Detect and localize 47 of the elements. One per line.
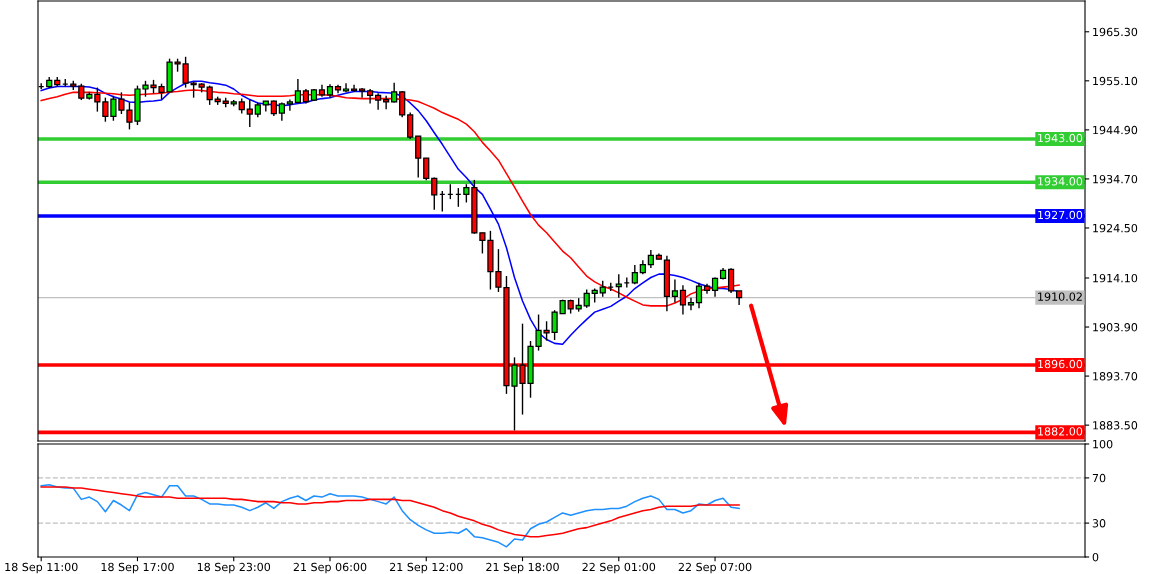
y-tick-label: 1914.10 [1093,273,1138,283]
line-series [40,483,740,548]
candlestick [423,157,430,182]
y-tick-label: 30 [1092,519,1106,528]
candlestick [383,95,390,110]
y-tick-label: 1934.70 [1093,174,1138,184]
x-tick-label: 21 Sep 12:00 [389,562,463,574]
ref-line-label: 1882.00 [1038,427,1083,436]
y-tick-label: 1924.50 [1093,223,1138,233]
candlestick [431,176,438,211]
y-tick-label: 1883.50 [1093,421,1138,430]
candlestick [695,282,703,309]
x-tick-label: 22 Sep 01:00 [582,562,656,574]
candlestick [631,264,638,285]
y-tick-label: 1955.10 [1093,76,1138,86]
x-tick-label: 18 Sep 23:00 [197,562,271,574]
ref-line-label: 1896.00 [1038,359,1083,369]
x-tick-label: 21 Sep 06:00 [293,562,367,574]
candlestick [375,92,382,111]
y-tick-label: 1944.90 [1093,125,1138,135]
x-tick-label: 18 Sep 17:00 [101,562,174,574]
candlestick [687,297,695,311]
y-tick-label: 70 [1092,473,1106,483]
y-tick-label: 100 [1093,439,1113,449]
candlestick [727,267,735,294]
candlestick [286,98,293,112]
candlestick [415,135,422,179]
candlestick [294,78,302,105]
candlestick [407,111,414,140]
y-tick-label: 1903.90 [1093,323,1138,332]
y-tick-label: 1893.70 [1093,372,1138,381]
candlestick [246,98,253,128]
x-tick-label: 22 Sep 07:00 [678,562,752,574]
y-tick-label: 0 [1092,552,1099,562]
ref-line-label: 1934.00 [1038,177,1083,186]
candlestick [671,278,679,304]
candlestick [278,101,285,122]
line-series [40,486,740,538]
ref-line-label: 1927.00 [1038,210,1083,220]
candlestick [391,82,398,104]
ref-line-label: 1943.00 [1038,133,1083,143]
ref-line-label: 1910.02 [1038,292,1082,301]
candlestick [463,183,470,204]
y-tick-label: 1965.30 [1093,27,1138,37]
x-tick-label: 18 Sep 11:00 [5,562,78,574]
x-tick-label: 21 Sep 18:00 [486,562,559,574]
candlestick [583,288,590,309]
